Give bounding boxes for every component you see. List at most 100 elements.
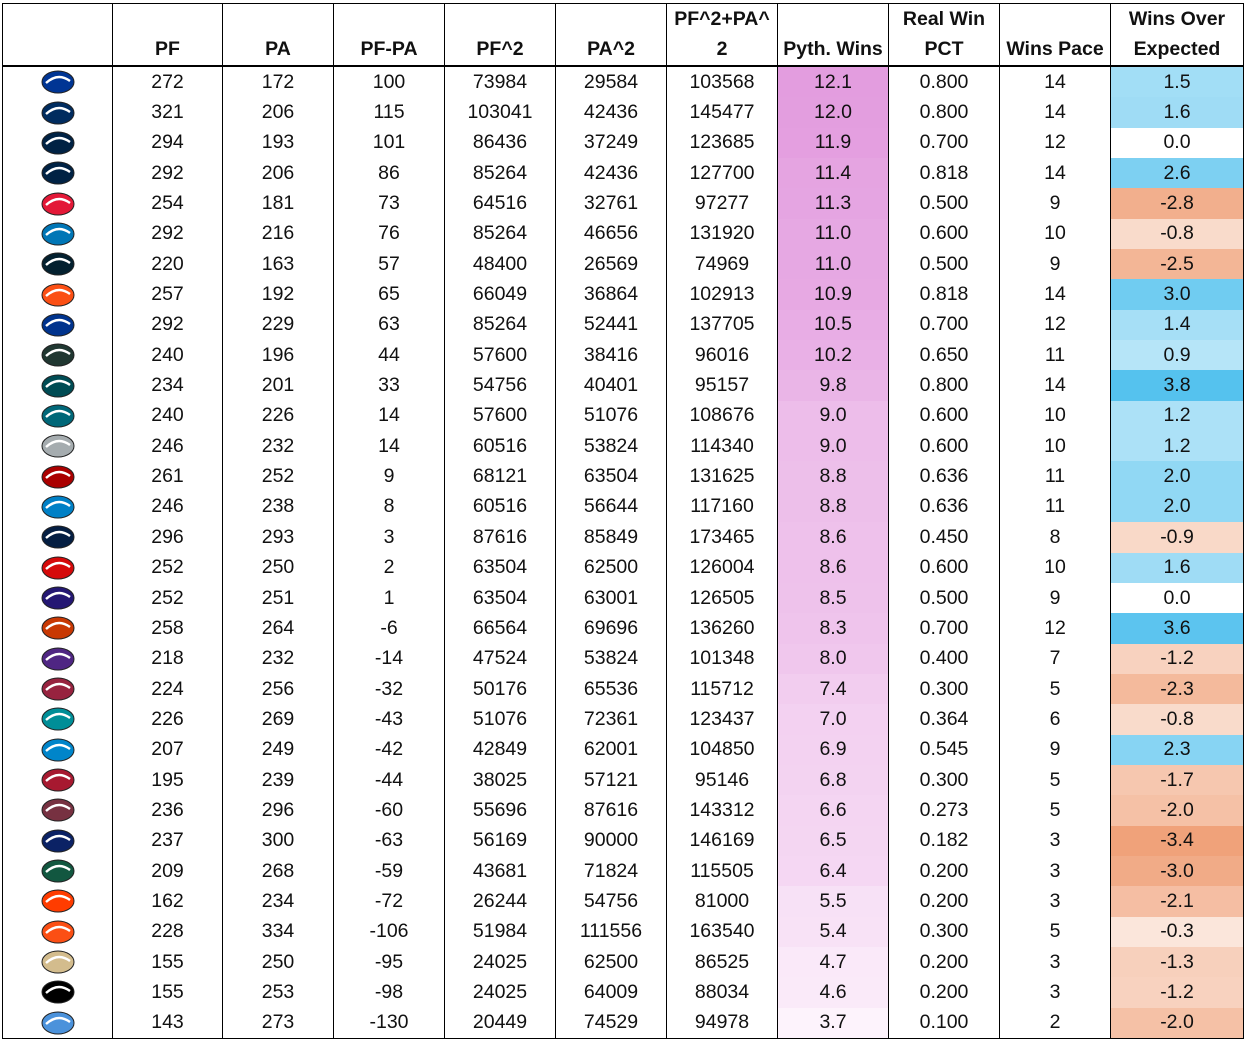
table-row: 292 229 63 85264 52441 137705 10.5 0.700 12 1.4 [2, 309, 1244, 341]
win-pct-cell: 0.800 [888, 97, 1000, 128]
team-logo-cell [2, 855, 113, 887]
pa-cell: 234 [222, 886, 334, 917]
diff-cell: 65 [333, 279, 445, 310]
pa2-cell: 64009 [555, 977, 667, 1008]
pf-cell: 272 [112, 66, 223, 98]
logo-accent [44, 652, 71, 661]
team-logo-cell [2, 704, 113, 735]
table-row: 220 163 57 48400 26569 74969 11.0 0.500 9 -2.5 [2, 249, 1244, 280]
pf-cell: 257 [112, 279, 223, 310]
sum-cell: 114340 [666, 431, 778, 462]
table-row: 246 232 14 60516 53824 114340 9.0 0.600 10 1.2 [2, 431, 1244, 462]
win-pct-cell: 0.200 [888, 946, 1000, 978]
wins-pace-cell: 12 [999, 613, 1111, 644]
raiders-logo [41, 980, 74, 1004]
header-pf: PF [112, 34, 223, 67]
logo-shape [41, 283, 74, 307]
logo-accent [44, 561, 71, 570]
pa-cell: 181 [222, 188, 334, 219]
diff-cell: 1 [333, 582, 445, 614]
wins-over-expected-cell: 0.0 [1110, 127, 1244, 159]
wins-over-expected-cell: -2.5 [1110, 249, 1244, 280]
sum-cell: 88034 [666, 977, 778, 1008]
pa2-cell: 69696 [555, 613, 667, 644]
logo-accent [44, 986, 71, 995]
win-pct-cell: 0.200 [888, 977, 1000, 1008]
pa-cell: 193 [222, 127, 334, 159]
sum-cell: 131625 [666, 461, 778, 492]
pa2-cell: 56644 [555, 491, 667, 523]
team-logo-cell [2, 461, 113, 492]
table-body: 272 172 100 73984 29584 103568 12.1 0.800 14 1.5 3… [2, 66, 1244, 1039]
pa-cell: 172 [222, 66, 334, 98]
win-pct-cell: 0.182 [888, 825, 1000, 856]
table-row: 292 206 86 85264 42436 127700 11.4 0.818 14 2.6 [2, 158, 1244, 189]
team-logo-cell [2, 370, 113, 401]
pyth-wins-cell: 6.8 [777, 764, 889, 796]
pa-cell: 250 [222, 552, 334, 583]
logo-accent [44, 925, 71, 934]
pf-cell: 218 [112, 643, 223, 674]
buccaneers-logo [41, 556, 74, 580]
team-logo-cell [2, 764, 113, 796]
diff-cell: 14 [333, 431, 445, 462]
pa2-cell: 29584 [555, 66, 667, 98]
pa2-cell: 72361 [555, 704, 667, 735]
pa2-cell: 36864 [555, 279, 667, 310]
team-logo-cell [2, 188, 113, 219]
jets-logo [41, 859, 74, 883]
wins-pace-cell: 10 [999, 400, 1111, 432]
logo-accent [44, 318, 71, 327]
pf2-cell: 63504 [444, 552, 556, 583]
vikings-logo [41, 647, 74, 671]
logo-accent [44, 773, 71, 782]
wins-pace-cell: 12 [999, 127, 1111, 159]
standings-table: PF^2+PA^ Real Win Wins Over PF PA PF-PA … [2, 3, 1244, 1039]
pa2-cell: 42436 [555, 97, 667, 128]
pf2-cell: 24025 [444, 977, 556, 1008]
pa-cell: 238 [222, 491, 334, 523]
pf-cell: 261 [112, 461, 223, 492]
logo-shape [41, 647, 74, 671]
header-pct-top: Real Win [888, 3, 1000, 35]
logo-shape [41, 374, 74, 398]
team-logo-cell [2, 400, 113, 432]
team-logo-cell [2, 613, 113, 644]
pf2-cell: 66564 [444, 613, 556, 644]
pa2-cell: 53824 [555, 643, 667, 674]
diff-cell: 101 [333, 127, 445, 159]
pa-cell: 249 [222, 734, 334, 765]
pyth-wins-cell: 6.9 [777, 734, 889, 765]
pa-cell: 293 [222, 522, 334, 553]
seahawks-logo [41, 131, 74, 155]
wins-over-expected-cell: 3.0 [1110, 279, 1244, 310]
table-row: 292 216 76 85264 46656 131920 11.0 0.600 10 -0.8 [2, 218, 1244, 250]
win-pct-cell: 0.500 [888, 582, 1000, 614]
sum-cell: 115712 [666, 673, 778, 705]
pa2-cell: 57121 [555, 764, 667, 796]
win-pct-cell: 0.400 [888, 643, 1000, 674]
table-row: 296 293 3 87616 85849 173465 8.6 0.450 8 -0.9 [2, 522, 1244, 553]
table-row: 155 253 -98 24025 64009 88034 4.6 0.200 3 -1.2 [2, 977, 1244, 1008]
diff-cell: 86 [333, 158, 445, 189]
commanders-logo [41, 798, 74, 822]
diff-cell: 14 [333, 400, 445, 432]
win-pct-cell: 0.200 [888, 855, 1000, 887]
pa-cell: 264 [222, 613, 334, 644]
wins-pace-cell: 14 [999, 66, 1111, 98]
pyth-wins-cell: 6.6 [777, 795, 889, 826]
table-row: 155 250 -95 24025 62500 86525 4.7 0.200 3 -1.3 [2, 946, 1244, 978]
wins-over-expected-cell: -2.1 [1110, 886, 1244, 917]
wins-over-expected-cell: 1.6 [1110, 552, 1244, 583]
logo-accent [44, 349, 71, 358]
pa-cell: 296 [222, 795, 334, 826]
pa2-cell: 71824 [555, 855, 667, 887]
pf-cell: 296 [112, 522, 223, 553]
pyth-wins-cell: 8.8 [777, 491, 889, 523]
49ers-logo [41, 465, 74, 489]
sum-cell: 95146 [666, 764, 778, 796]
wins-over-expected-cell: 1.6 [1110, 97, 1244, 128]
wins-pace-cell: 7 [999, 643, 1111, 674]
diff-cell: -43 [333, 704, 445, 735]
win-pct-cell: 0.650 [888, 340, 1000, 371]
